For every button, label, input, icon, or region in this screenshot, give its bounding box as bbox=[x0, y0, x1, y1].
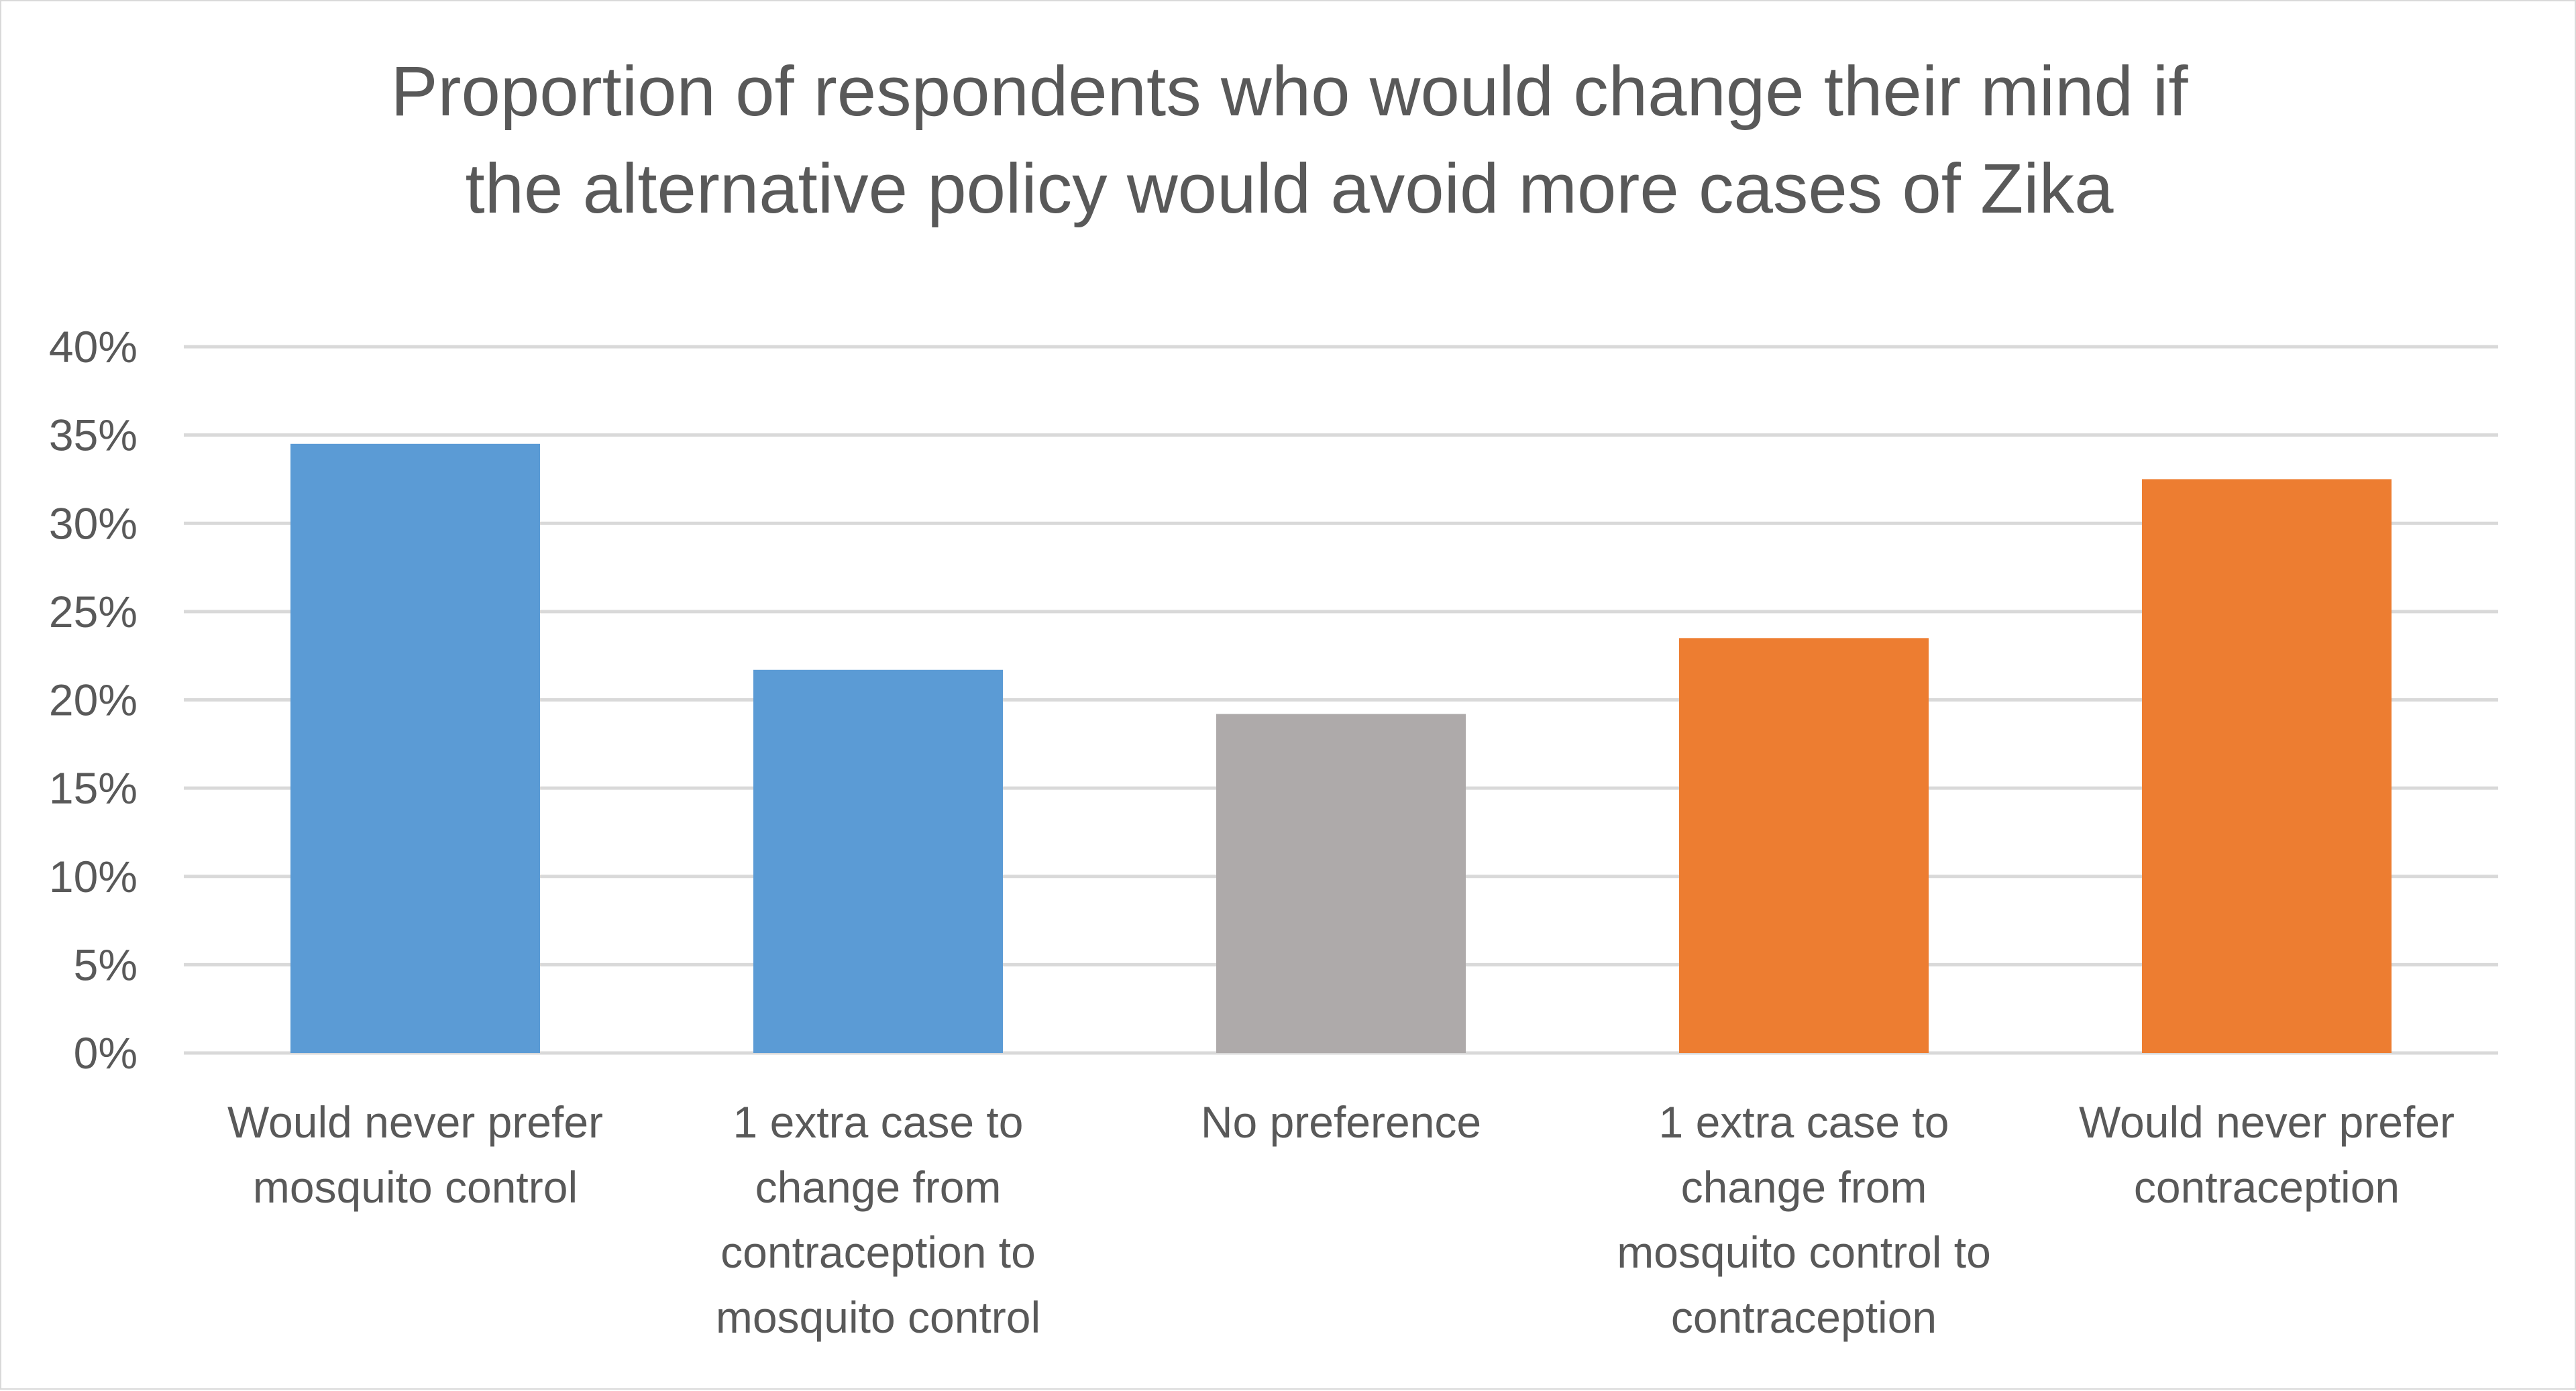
x-category-label-line: change from bbox=[755, 1162, 1002, 1212]
chart-title-line: the alternative policy would avoid more … bbox=[465, 150, 2114, 228]
x-category-label-line: contraception to bbox=[720, 1227, 1036, 1277]
x-category-label: No preference bbox=[1201, 1097, 1481, 1147]
x-category-label-line: contraception bbox=[2134, 1162, 2400, 1212]
bar bbox=[1216, 714, 1466, 1053]
bar bbox=[2142, 479, 2392, 1053]
bar bbox=[290, 443, 540, 1053]
y-tick-label: 10% bbox=[49, 852, 138, 901]
bar bbox=[753, 669, 1003, 1053]
x-category-label-line: mosquito control bbox=[716, 1292, 1040, 1342]
y-tick-label: 40% bbox=[49, 322, 138, 372]
gridlines bbox=[184, 345, 2498, 1055]
x-category-label: 1 extra case to change from mosquito contr… bbox=[1617, 1097, 1991, 1342]
y-tick-label: 25% bbox=[49, 587, 138, 636]
x-category-label: Would never prefer mosquito control bbox=[227, 1097, 603, 1212]
x-category-label-line: mosquito control bbox=[253, 1162, 578, 1212]
bars bbox=[290, 443, 2392, 1053]
y-tick-label: 35% bbox=[49, 410, 138, 460]
x-category-label-line: mosquito control to bbox=[1617, 1227, 1991, 1277]
x-category-label-line: Would never prefer bbox=[2079, 1097, 2455, 1147]
y-tick-label: 30% bbox=[49, 498, 138, 548]
x-category-label-line: contraception bbox=[1671, 1292, 1937, 1342]
x-category-label-line: No preference bbox=[1201, 1097, 1481, 1147]
x-category-label: 1 extra case to change from contraception … bbox=[716, 1097, 1040, 1342]
y-tick-label: 0% bbox=[74, 1028, 138, 1078]
x-category-label-line: Would never prefer bbox=[227, 1097, 603, 1147]
x-category-label-line: 1 extra case to bbox=[1659, 1097, 1949, 1147]
y-tick-label: 5% bbox=[74, 940, 138, 989]
x-category-label-line: change from bbox=[1681, 1162, 1927, 1212]
x-category-label: Would never prefer contraception bbox=[2079, 1097, 2455, 1212]
y-tick-label: 15% bbox=[49, 763, 138, 813]
y-axis-tick-labels: 0% 5% 10% 15% 20% 25% 30% 35% 40% bbox=[49, 322, 138, 1078]
y-tick-label: 20% bbox=[49, 675, 138, 725]
x-category-label-line: 1 extra case to bbox=[733, 1097, 1024, 1147]
chart-title: Proportion of respondents who would chan… bbox=[390, 52, 2188, 228]
bar bbox=[1679, 638, 1929, 1053]
chart-title-line: Proportion of respondents who would chan… bbox=[390, 52, 2188, 131]
